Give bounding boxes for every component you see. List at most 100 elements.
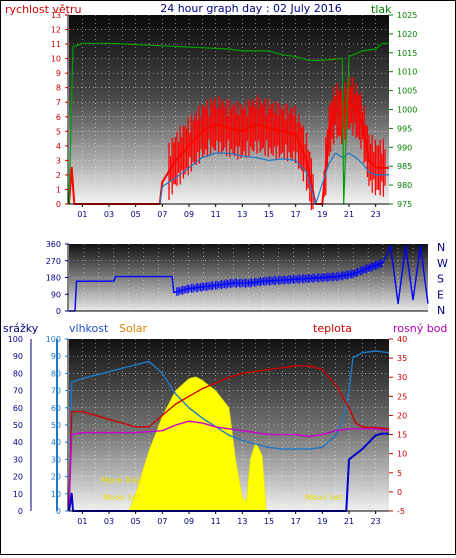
direction-panel-background xyxy=(69,244,428,311)
direction-ytick-label: 360 xyxy=(46,240,61,249)
wind-ytick-label: 12 xyxy=(51,26,61,35)
rain-ytick-label: 30 xyxy=(13,455,23,464)
wind-ytick-label: 4 xyxy=(56,142,61,151)
humidity-ytick-label: 0 xyxy=(56,507,61,516)
humidity-ytick-label: 90 xyxy=(51,352,61,361)
wind-xtick-label: 11 xyxy=(211,210,221,219)
rain-ytick-label: 60 xyxy=(13,404,23,413)
compass-label: E xyxy=(437,288,444,301)
dewpoint-line xyxy=(68,420,390,512)
wind-xtick-label: 05 xyxy=(131,210,141,219)
wind-ytick-label: 11 xyxy=(51,40,61,49)
temperature-ytick-label: 10 xyxy=(397,450,407,459)
compass-label: N xyxy=(437,304,445,317)
pressure-label: tlak xyxy=(371,3,392,16)
compass-label: N xyxy=(437,241,445,254)
temperature-xtick-label: 09 xyxy=(184,517,194,526)
humidity-ytick-label: 30 xyxy=(51,455,61,464)
wind-ytick-label: 5 xyxy=(56,127,61,136)
wind-ytick-label: 10 xyxy=(51,55,61,64)
wind-speed-label: rychlost větru xyxy=(5,3,81,16)
humidity-line xyxy=(68,350,390,512)
wind-xtick-label: 01 xyxy=(77,210,87,219)
temperature-xtick-label: 03 xyxy=(104,517,114,526)
wind-ytick-label: 1 xyxy=(56,185,61,194)
temperature-ytick-label: 0 xyxy=(397,488,402,497)
wind-ytick-label: 8 xyxy=(56,84,61,93)
direction-ytick-label: 180 xyxy=(46,274,61,283)
direction-ytick-label: 0 xyxy=(56,307,61,316)
wind-ytick-label: 13 xyxy=(51,11,61,20)
direction-ytick-label: 90 xyxy=(51,290,61,299)
pressure-ytick-label: 1020 xyxy=(397,30,417,39)
humidity-label: vlhkost xyxy=(69,322,109,335)
temperature-xtick-label: 17 xyxy=(291,517,301,526)
temperature-xtick-label: 05 xyxy=(131,517,141,526)
temperature-xtick-label: 07 xyxy=(157,517,167,526)
humidity-ytick-label: 70 xyxy=(51,387,61,396)
temperature-ytick-label: 25 xyxy=(397,392,407,401)
pressure-ytick-label: 985 xyxy=(397,162,412,171)
pressure-ytick-label: 1010 xyxy=(397,68,417,77)
temperature-ytick-label: 30 xyxy=(397,373,407,382)
compass-label: S xyxy=(437,273,444,286)
wind-xtick-label: 15 xyxy=(264,210,274,219)
humidity-ytick-label: 100 xyxy=(46,335,61,344)
wind-xtick-label: 09 xyxy=(184,210,194,219)
rain-ytick-label: 20 xyxy=(13,473,23,482)
temperature-xtick-label: 15 xyxy=(264,517,274,526)
pressure-ytick-label: 980 xyxy=(397,181,412,190)
rain-ytick-label: 70 xyxy=(13,387,23,396)
rain-label: srážky xyxy=(3,322,39,335)
wind-ytick-label: 3 xyxy=(56,156,61,165)
temperature-xtick-label: 13 xyxy=(237,517,247,526)
humidity-ytick-label: 60 xyxy=(51,404,61,413)
wind-xtick-label: 03 xyxy=(104,210,114,219)
direction-ytick-label: 270 xyxy=(46,257,61,266)
temperature-ytick-label: -5 xyxy=(397,507,405,516)
rain-ytick-label: 80 xyxy=(13,369,23,378)
compass-label: W xyxy=(437,257,448,270)
wind-xtick-label: 23 xyxy=(371,210,381,219)
temperature-ytick-label: 5 xyxy=(397,469,402,478)
wind-ytick-label: 9 xyxy=(56,69,61,78)
humidity-ytick-label: 20 xyxy=(51,473,61,482)
moon-set-label-left: Moon Set xyxy=(103,493,140,502)
humidity-ytick-label: 10 xyxy=(51,490,61,499)
temperature-ytick-label: 20 xyxy=(397,411,407,420)
solar-label: Solar xyxy=(119,322,148,335)
moon-set-label-right: Moon Set xyxy=(305,493,342,502)
rain-ytick-label: 10 xyxy=(13,490,23,499)
rain-ytick-label: 0 xyxy=(18,507,23,516)
temperature-ytick-label: 40 xyxy=(397,335,407,344)
pressure-ytick-label: 975 xyxy=(397,200,412,209)
pressure-ytick-label: 1015 xyxy=(397,49,417,58)
wind-ytick-label: 0 xyxy=(56,200,61,209)
wind-ytick-label: 2 xyxy=(56,171,61,180)
humidity-ytick-label: 80 xyxy=(51,369,61,378)
wind-xtick-label: 13 xyxy=(237,210,247,219)
humidity-ytick-label: 50 xyxy=(51,421,61,430)
pressure-ytick-label: 1005 xyxy=(397,87,417,96)
temperature-xtick-label: 01 xyxy=(77,517,87,526)
temperature-xtick-label: 19 xyxy=(317,517,327,526)
chart-title: 24 hour graph day : 02 July 2016 xyxy=(160,2,342,15)
dewpoint-label: rosný bod xyxy=(393,322,447,335)
wind-ytick-label: 7 xyxy=(56,98,61,107)
temperature-xtick-label: 21 xyxy=(344,517,354,526)
rain-ytick-label: 100 xyxy=(8,335,23,344)
wind-average-line xyxy=(159,152,389,205)
moon-rise-label: Moon Rise xyxy=(101,476,142,485)
pressure-ytick-label: 990 xyxy=(397,143,412,152)
wind-xtick-label: 21 xyxy=(344,210,354,219)
temperature-xtick-label: 11 xyxy=(211,517,221,526)
humidity-ytick-label: 40 xyxy=(51,438,61,447)
temperature-ytick-label: 15 xyxy=(397,431,407,440)
rain-ytick-label: 50 xyxy=(13,421,23,430)
temperature-xtick-label: 23 xyxy=(371,517,381,526)
rain-ytick-label: 40 xyxy=(13,438,23,447)
wind-xtick-label: 19 xyxy=(317,210,327,219)
pressure-ytick-label: 1025 xyxy=(397,11,417,20)
